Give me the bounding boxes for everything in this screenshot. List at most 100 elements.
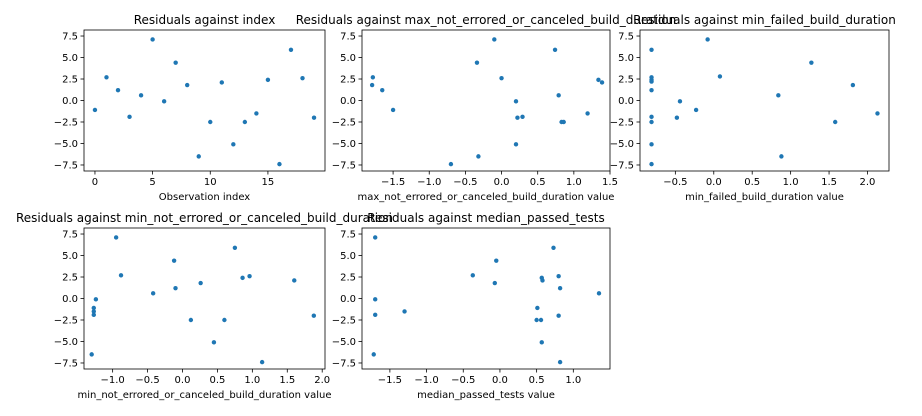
- y-tick-label: 5.0: [62, 251, 78, 262]
- data-point: [92, 107, 98, 113]
- y-tick-label: 0.0: [62, 96, 78, 107]
- data-point: [833, 119, 838, 125]
- data-point: [596, 291, 602, 296]
- y-tick-label: −2.5: [54, 315, 78, 326]
- x-tick-label: −1.0: [414, 375, 438, 386]
- data-point: [520, 114, 525, 120]
- subplot-2: −1.5 −1.0 −0.5 0.0 0.5 1.0 1.5 −7.5 −5.0 −2.5 0.0 2…: [296, 13, 677, 203]
- y-tick-label: 7.5: [62, 230, 78, 241]
- subplot-3: −0.5 0.0 0.5 1.0 1.5 2.0 −7.5 −5.0 −2.5 0.0 2.5 5.0…: [610, 13, 896, 203]
- y-tick-label: 2.5: [618, 75, 634, 86]
- x-tick-label: −0.5: [663, 177, 687, 188]
- data-point: [370, 75, 376, 80]
- data-point: [373, 235, 378, 240]
- data-point: [188, 317, 194, 323]
- data-point: [173, 60, 178, 65]
- x-tick-label: 0: [92, 177, 98, 188]
- y-tick-label: 0.0: [340, 294, 356, 305]
- x-tick-label: 10: [204, 177, 217, 188]
- subplot-title: Residuals against min_failed_build_durat…: [633, 13, 896, 27]
- data-point: [492, 280, 498, 286]
- data-point: [254, 111, 259, 116]
- y-tick-label: 2.5: [62, 75, 78, 86]
- subplot-5: −1.5 −1.0 −0.5 0.0 0.5 1.0 −7.5 −5.0 −2.5 0.0 2.5 5…: [332, 211, 611, 401]
- data-point: [649, 114, 654, 120]
- x-tick-label: −0.5: [451, 375, 475, 386]
- data-point: [779, 154, 784, 159]
- x-tick-label: 5: [149, 177, 155, 188]
- y-tick-label: −5.0: [610, 139, 634, 150]
- y-tick-label: −2.5: [54, 117, 78, 128]
- subplot-4: −1.0 −0.5 0.0 0.5 1.0 1.5 2.0−7.5−5.0−2.50.02.…: [16, 211, 393, 401]
- data-point: [539, 340, 544, 345]
- data-point: [515, 115, 520, 120]
- data-point: [211, 340, 217, 345]
- y-tick-label: −5.0: [54, 139, 78, 150]
- data-point: [649, 87, 654, 93]
- data-point: [534, 317, 539, 323]
- data-point: [649, 47, 654, 52]
- data-point: [551, 245, 556, 250]
- data-point: [705, 37, 710, 42]
- y-tick-label: 5.0: [340, 251, 356, 262]
- data-point: [242, 119, 248, 125]
- y-tick-label: −5.0: [332, 337, 356, 348]
- subplot-title: Residuals against max_not_errored_or_can…: [296, 13, 677, 27]
- data-point: [557, 359, 563, 365]
- data-point: [369, 82, 375, 88]
- x-tick-label: 0.0: [706, 177, 722, 188]
- data-point: [150, 37, 155, 42]
- data-point: [104, 75, 109, 80]
- data-point: [649, 79, 654, 84]
- y-tick-label: 2.5: [62, 273, 78, 284]
- x-tick-label: −1.5: [378, 375, 402, 386]
- x-tick-label: 1.5: [279, 375, 295, 386]
- data-point: [198, 280, 203, 286]
- x-axis-label: Observation index: [159, 192, 251, 203]
- y-tick-label: 5.0: [62, 53, 78, 64]
- y-tick-label: 7.5: [340, 230, 356, 241]
- data-point: [371, 352, 376, 357]
- data-point: [173, 285, 178, 291]
- data-point: [93, 297, 99, 302]
- y-tick-label: −2.5: [332, 117, 356, 128]
- y-tick-label: −5.0: [54, 337, 78, 348]
- x-tick-label: 2.0: [860, 177, 876, 188]
- data-point: [402, 309, 407, 314]
- data-point: [513, 142, 519, 147]
- y-tick-label: −7.5: [332, 358, 356, 369]
- x-axis-label: median_passed_tests value: [417, 390, 555, 401]
- y-tick-label: −7.5: [332, 160, 356, 171]
- x-tick-label: 1.0: [566, 177, 582, 188]
- data-point: [599, 80, 605, 85]
- data-point: [292, 278, 297, 283]
- data-point: [513, 99, 519, 104]
- subplot-title: Residuals against index: [134, 13, 276, 27]
- y-tick-label: 7.5: [62, 32, 78, 43]
- x-tick-label: −1.0: [417, 177, 441, 188]
- data-point: [677, 99, 683, 104]
- x-tick-label: 2.0: [314, 375, 330, 386]
- data-point: [448, 161, 454, 167]
- data-point: [585, 111, 590, 116]
- data-point: [380, 87, 385, 93]
- y-tick-label: −5.0: [332, 139, 356, 150]
- x-tick-label: 1.0: [244, 375, 260, 386]
- y-tick-label: 5.0: [340, 53, 356, 64]
- data-point: [161, 99, 167, 104]
- data-point: [232, 245, 238, 250]
- data-point: [265, 77, 271, 83]
- x-tick-label: −0.5: [135, 375, 159, 386]
- x-tick-label: −1.0: [100, 375, 124, 386]
- data-point: [277, 161, 282, 167]
- x-tick-label: −1.5: [381, 177, 405, 188]
- data-point: [185, 82, 190, 88]
- data-point: [539, 275, 544, 281]
- data-point: [556, 93, 561, 98]
- data-point: [113, 235, 119, 240]
- data-point: [219, 80, 224, 85]
- data-point: [552, 47, 558, 52]
- y-tick-label: 0.0: [618, 96, 634, 107]
